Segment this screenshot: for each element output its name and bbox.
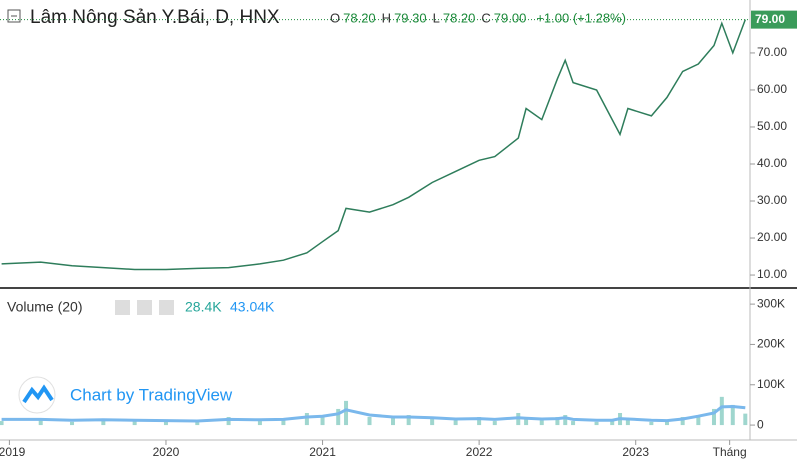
volume-bar [320,415,325,426]
volume-ma-value: 43.04K [230,299,275,315]
volume-bar [453,420,458,426]
y-tick-label: 300K [757,296,785,310]
volume-bar [625,419,630,426]
volume-bar [571,421,576,426]
volume-bar [38,420,43,426]
volume-bar [195,422,200,426]
ohlc-l: 78.20 [443,10,476,25]
volume-bar [281,419,286,426]
x-tick-label: 2019 [0,445,26,459]
volume-bar [477,417,482,426]
settings-icon[interactable] [137,300,152,315]
volume-bar [711,408,716,426]
y-tick-label: 30.00 [757,193,787,207]
volume-bar [132,421,137,426]
volume-bar [257,421,262,426]
ohlc-h: 79.30 [394,10,427,25]
volume-bar [594,421,599,426]
ohlc-change: +1.00 (+1.28%) [536,10,626,25]
last-price-tag [751,10,797,29]
volume-bar [101,419,106,426]
y-tick-label: 20.00 [757,230,787,244]
y-tick-label: 60.00 [757,82,787,96]
volume-bar [163,420,168,426]
volume-bar [430,419,435,426]
x-tick-label: 2020 [153,445,180,459]
x-tick-label: 2021 [309,445,336,459]
volume-title: Volume (20) [7,299,82,315]
x-tick-label: Tháng [713,445,747,459]
volume-bar [665,421,670,426]
volume-bar [649,421,654,426]
watermark-logo [22,384,54,404]
watermark[interactable]: Chart by TradingView [70,385,233,404]
volume-bar [539,420,544,426]
price-line [1,19,747,271]
volume-bar [524,419,529,426]
volume-bar [406,415,411,426]
volume-bar [492,421,497,426]
volume-bar [555,417,560,426]
x-tick-label: 2022 [466,445,493,459]
ohlc-h-label: H [382,10,391,25]
plot: 79.00 [0,10,797,426]
volume-bar [610,420,615,426]
ohlc-c-label: C [481,10,490,25]
volume-bar [367,417,372,426]
volume-bar [0,421,4,426]
last-price-label: 79.00 [755,12,785,26]
ohlc-o: 78.20 [343,10,376,25]
volume-bar [304,412,309,426]
volume-bar [344,400,349,426]
ohlc-legend: O 78.20 H 79.30 L 78.20 C 79.00 +1.00 (+1.28%) [330,10,626,25]
collapse-icon[interactable] [7,9,21,23]
y-tick-label: 0 [757,417,764,431]
close-icon[interactable] [159,300,174,315]
y-tick-label: 200K [757,337,785,351]
volume-bar [719,396,724,426]
volume-ma-line [1,404,746,423]
volume-bar [336,408,341,426]
y-tick-label: 10.00 [757,267,787,281]
volume-bar [743,413,748,426]
ohlc-c: 79.00 [494,10,527,25]
y-tick-label: 50.00 [757,119,787,133]
volume-bar [696,415,701,426]
y-tick-label: 40.00 [757,156,787,170]
x-tick-label: 2023 [622,445,649,459]
ohlc-o-label: O [330,10,340,25]
symbol-title: Lâm Nông Sản Y.Bái, D, HNX [30,7,280,28]
volume-bar [70,421,75,426]
volume-bar [563,415,568,426]
y-tick-label: 100K [757,377,785,391]
eye-icon[interactable] [115,300,130,315]
volume-bar [391,417,396,426]
ohlc-l-label: L [433,10,440,25]
volume-value: 28.4K [185,299,222,315]
volume-bar [680,417,685,426]
volume-bar [730,404,735,426]
y-tick-label: 70.00 [757,45,787,59]
volume-bar [226,417,231,426]
